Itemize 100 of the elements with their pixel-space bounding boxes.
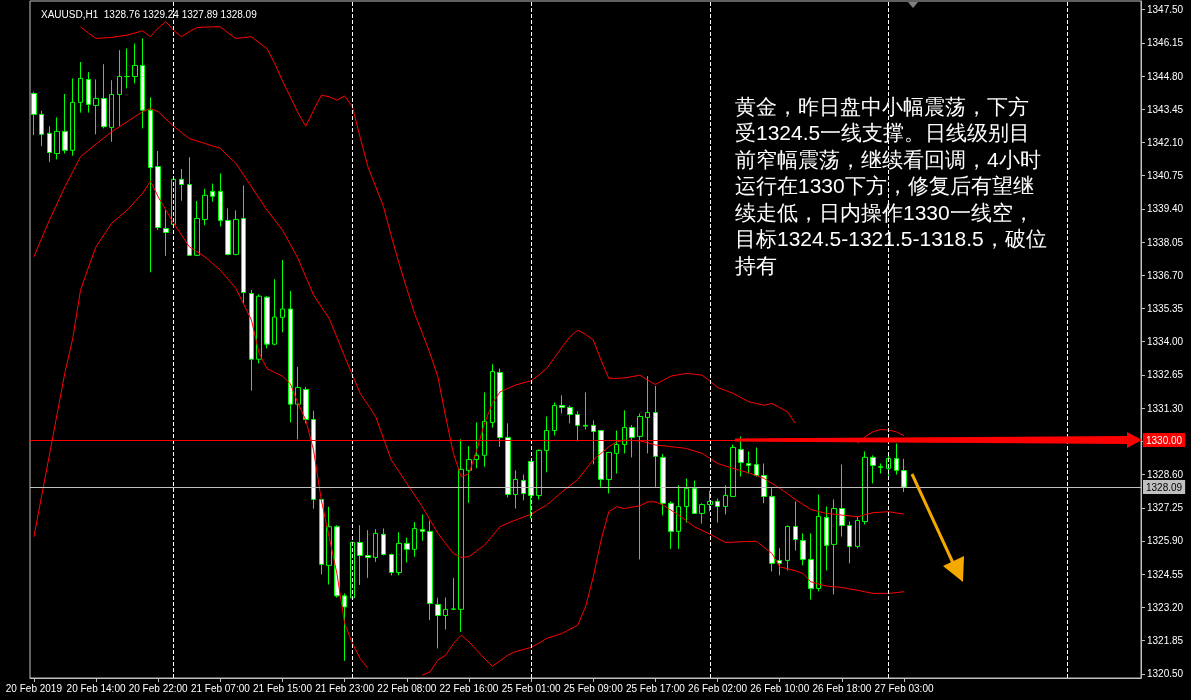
candlestick [521, 474, 526, 501]
candlestick [218, 172, 223, 227]
candlestick [606, 451, 612, 494]
candlestick [451, 577, 456, 611]
y-tick-label: 1327.25 [1147, 502, 1184, 514]
candlestick [513, 469, 518, 509]
y-tick-label: 1347.50 [1147, 4, 1184, 16]
candlestick [598, 430, 604, 488]
candlestick [730, 444, 736, 497]
candlestick [365, 529, 371, 579]
candlestick [420, 513, 425, 542]
candlestick [78, 61, 83, 114]
candlestick [264, 295, 270, 349]
candlestick [637, 413, 643, 560]
candlestick [404, 537, 410, 563]
candlestick [793, 500, 798, 552]
candlestick [575, 410, 580, 442]
candlestick [505, 422, 511, 498]
ref-line-label: 1328.09 [1146, 481, 1183, 493]
candlestick [233, 209, 239, 256]
candlestick [155, 150, 161, 231]
candlestick [319, 498, 324, 575]
candlestick [357, 524, 363, 586]
y-tick-label: 1334.00 [1147, 336, 1184, 348]
candlestick [847, 521, 852, 564]
candlestick [93, 78, 99, 135]
candlestick [800, 532, 806, 566]
y-tick-label: 1336.70 [1147, 269, 1184, 281]
candlestick [614, 430, 619, 475]
candlestick [39, 110, 44, 147]
candlestick [497, 368, 503, 448]
candlestick [435, 597, 441, 649]
candlestick [692, 479, 697, 514]
candlestick [241, 185, 246, 304]
candlestick [707, 490, 713, 512]
candlestick [777, 547, 782, 576]
candlestick [839, 463, 845, 538]
candlestick [645, 375, 650, 454]
candlestick [109, 79, 114, 143]
y-tick-label: 1321.85 [1147, 635, 1184, 647]
candlestick [583, 391, 588, 431]
x-tick-label: 26 Feb 18:00 [812, 682, 872, 694]
candlestick [86, 71, 91, 114]
x-tick-label: 21 Feb 07:00 [190, 682, 251, 694]
y-tick-label: 1342.10 [1147, 136, 1184, 148]
candlestick [482, 391, 487, 468]
y-tick-label: 1338.05 [1147, 236, 1184, 248]
y-tick-label: 1335.35 [1147, 303, 1184, 314]
candlestick [132, 43, 138, 84]
candlestick [591, 419, 596, 465]
candlestick [295, 366, 301, 440]
candlestick [466, 445, 472, 504]
x-tick-label: 22 Feb 08:00 [377, 682, 437, 694]
candlestick [202, 188, 208, 226]
y-tick-label: 1331.30 [1147, 402, 1184, 414]
candlestick [389, 553, 394, 576]
x-tick-label: 26 Feb 10:00 [750, 682, 810, 694]
y-tick-label: 1328.60 [1147, 469, 1184, 481]
candlestick [622, 409, 627, 454]
x-tick-label: 25 Feb 17:00 [625, 682, 686, 694]
candlestick [62, 93, 68, 155]
candlestick [660, 453, 666, 516]
candlestick [427, 520, 433, 621]
candlestick [567, 404, 573, 424]
candlestick [870, 454, 876, 484]
x-tick-label: 22 Feb 16:00 [439, 682, 499, 694]
candlestick [862, 450, 868, 525]
x-tick-label: 27 Feb 03:00 [874, 682, 934, 694]
candlestick [474, 421, 479, 469]
x-tick-label: 20 Feb 2019 [5, 682, 63, 694]
candlestick [225, 207, 231, 256]
candlestick [163, 209, 169, 257]
candlestick [381, 527, 386, 556]
candlestick [629, 424, 635, 458]
candlestick [342, 592, 347, 662]
candlestick [443, 597, 448, 631]
candlestick [256, 293, 262, 364]
candlestick [396, 531, 402, 576]
y-tick-label: 1325.90 [1147, 535, 1184, 547]
candlestick [490, 363, 495, 429]
text: XAUUSD,H1 1328.76 1329.24 1327.89 1328.09 [41, 8, 258, 20]
candlestick [723, 484, 728, 515]
candlestick [54, 116, 60, 160]
candlestick [699, 502, 705, 525]
candlestick [458, 438, 464, 633]
y-tick-label: 1344.80 [1147, 70, 1184, 82]
y-tick-label: 1332.65 [1147, 369, 1184, 381]
x-tick-label: 21 Feb 15:00 [253, 682, 313, 694]
x-tick-label: 21 Feb 23:00 [315, 682, 375, 694]
candlestick [373, 528, 378, 563]
candlestick [124, 47, 130, 89]
candlestick [249, 289, 254, 392]
candlestick [738, 435, 744, 478]
y-tick-label: 1343.45 [1147, 103, 1184, 115]
x-tick-label: 25 Feb 09:00 [563, 682, 624, 694]
candlestick [808, 532, 814, 601]
candlestick [816, 493, 821, 592]
candlestick [769, 487, 775, 572]
candlestick [746, 450, 751, 475]
candlestick [303, 386, 309, 424]
